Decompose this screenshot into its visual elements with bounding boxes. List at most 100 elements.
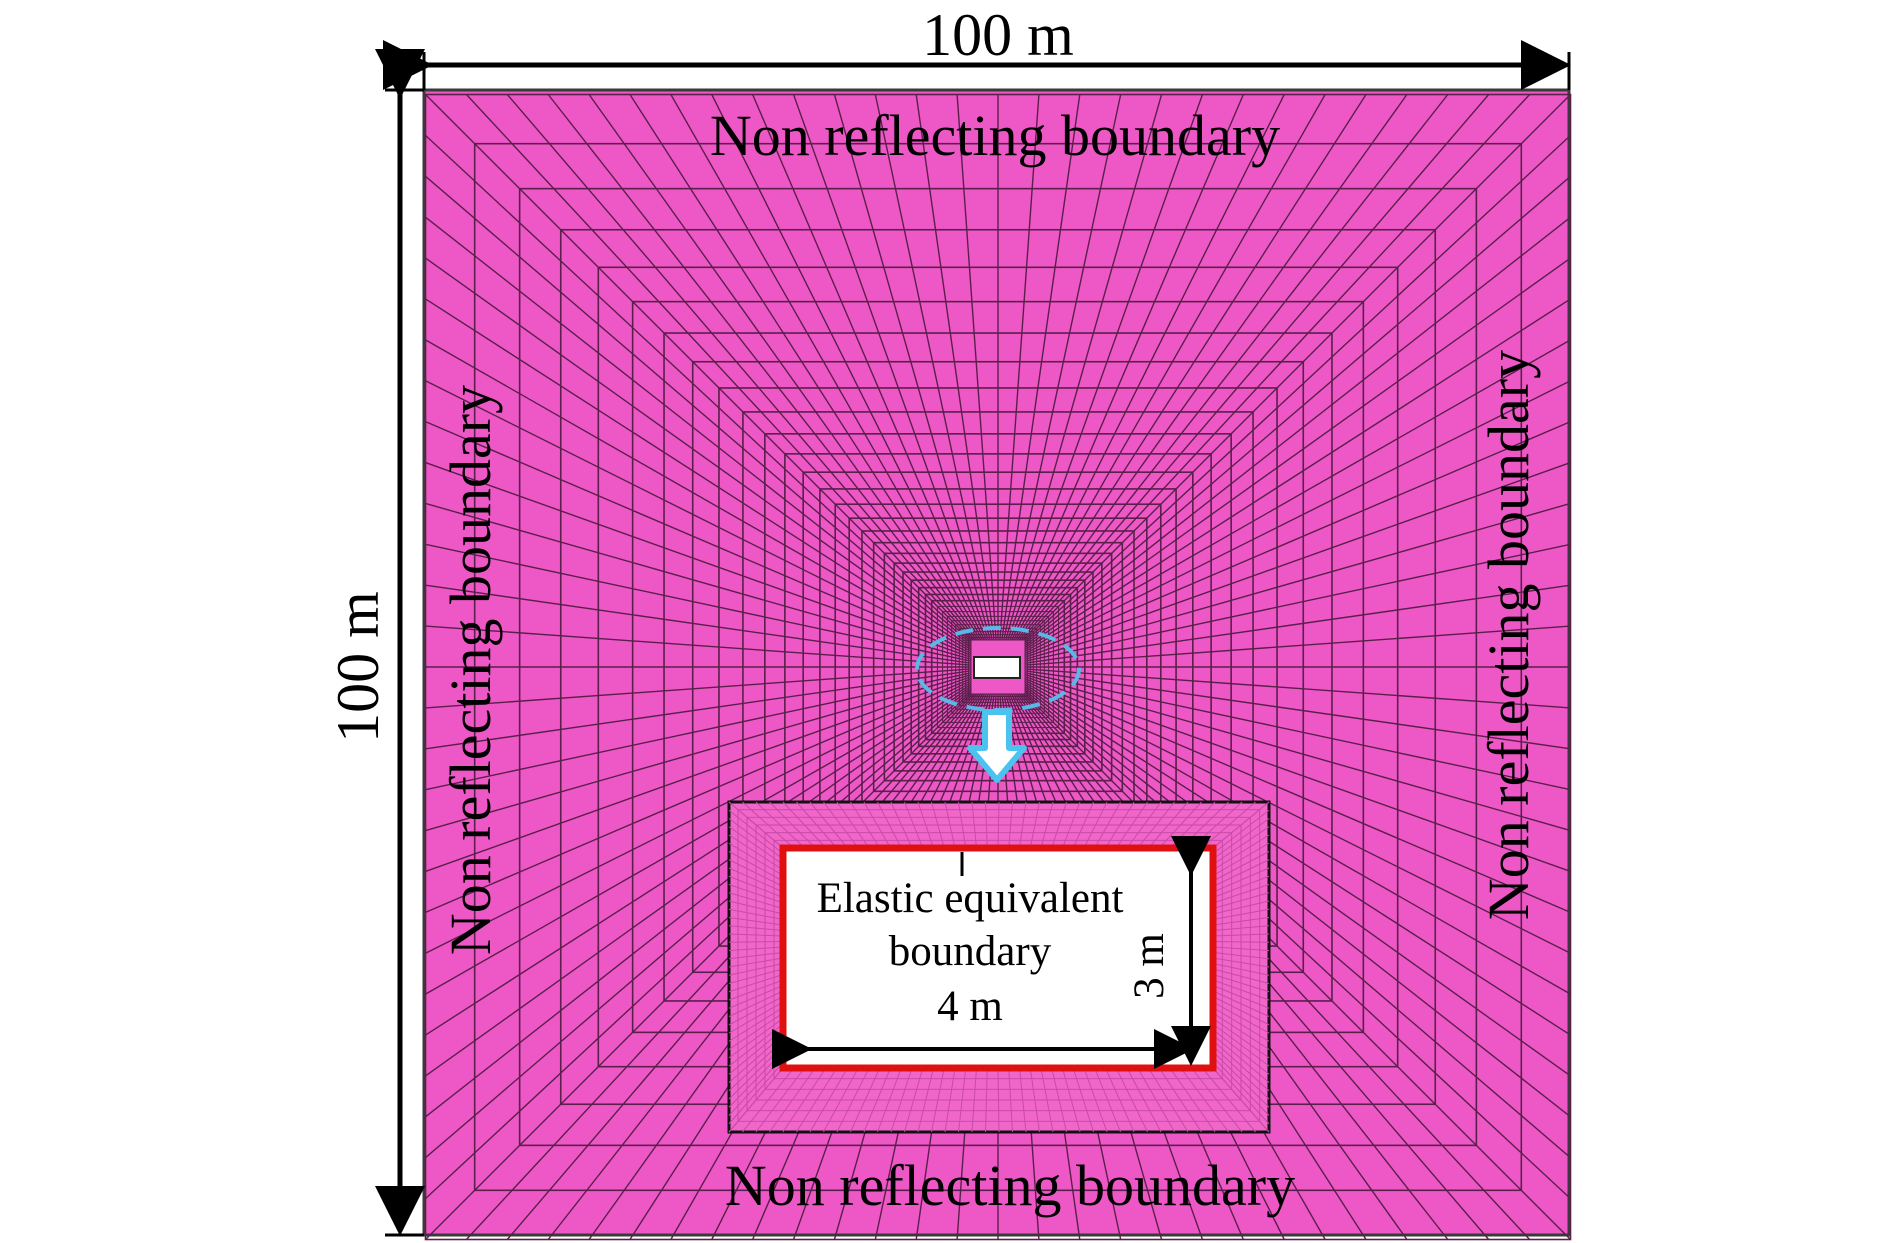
mesh-ray — [1024, 543, 1571, 662]
mesh-ray — [465, 94, 974, 641]
boundary-label-bottom: Non reflecting boundary — [725, 1153, 1295, 1218]
mesh-ray — [956, 94, 997, 641]
mesh-ray — [1008, 94, 1245, 641]
mesh-ray — [1024, 689, 1571, 1159]
boundary-label-right: Non reflecting boundary — [1476, 350, 1541, 920]
inset-mesh — [728, 801, 1270, 1133]
mesh-ray — [833, 94, 991, 641]
mesh-ray — [1001, 94, 1081, 641]
inset-view: Elastic equivalent boundary 4 m 3 m — [727, 800, 1271, 1134]
inset-width-label: 4 m — [937, 983, 1003, 1030]
mesh-ray — [1024, 675, 1571, 873]
mesh-ray — [425, 134, 972, 643]
mesh-ray — [425, 693, 972, 1240]
mesh-ray — [547, 94, 978, 641]
mesh-ray — [1024, 672, 1571, 791]
mesh-ray — [1024, 681, 1571, 995]
mesh-ray — [1024, 216, 1571, 647]
mesh-ray — [425, 687, 972, 1118]
mesh-ray — [425, 668, 972, 709]
mesh-ray — [1014, 94, 1367, 641]
inset-label-line2: boundary — [889, 928, 1052, 975]
mesh-ray — [1024, 683, 1571, 1036]
mesh-ray — [792, 94, 990, 641]
mesh-ray — [1024, 502, 1571, 660]
mesh-ray — [711, 94, 986, 641]
mesh-ray — [1024, 677, 1571, 914]
mesh-ray — [425, 502, 972, 660]
mesh-ray — [1024, 625, 1571, 666]
mesh-ray — [874, 94, 993, 641]
mesh-ray — [425, 420, 972, 657]
zoom-arrow — [967, 709, 1027, 783]
mesh-ray — [1024, 420, 1571, 657]
inset-mesh-ring — [746, 816, 1251, 1112]
mesh-ray — [1024, 584, 1571, 664]
mesh-ray — [425, 683, 972, 1036]
mesh-ray — [1024, 94, 1571, 641]
mesh-ray — [588, 94, 980, 641]
mesh-ray — [425, 672, 972, 791]
mesh-ray — [425, 675, 972, 873]
mesh-ray — [425, 216, 972, 647]
mesh-ray — [1018, 94, 1449, 641]
mesh-ray — [1024, 461, 1571, 659]
mesh-ray — [1024, 691, 1571, 1200]
mesh-ray — [1022, 94, 1531, 641]
mesh-ray — [425, 175, 972, 645]
mesh-ray — [425, 681, 972, 995]
mesh-ray — [425, 94, 972, 641]
mesh-ray — [1024, 670, 1571, 750]
mesh-ray — [1020, 94, 1490, 641]
mesh-ray — [1005, 94, 1163, 641]
mesh-ray — [425, 679, 972, 954]
mesh-ray — [915, 94, 995, 641]
height-label: 100 m — [325, 591, 391, 743]
mesh-ray — [1024, 685, 1571, 1077]
mesh-ray — [425, 461, 972, 659]
mesh-ray — [1024, 298, 1571, 651]
mesh-ray — [629, 94, 982, 641]
mesh-ray — [425, 543, 972, 662]
boundary-label-top: Non reflecting boundary — [710, 103, 1280, 168]
mesh-ray — [1024, 693, 1571, 1240]
mesh-ray — [1024, 687, 1571, 1118]
mesh-ray — [425, 625, 972, 666]
mesh-ray — [1024, 679, 1571, 954]
mesh-ray — [1024, 175, 1571, 645]
mesh-ray — [506, 94, 976, 641]
width-label: 100 m — [922, 2, 1074, 68]
inset-mesh-ring — [755, 824, 1242, 1101]
mesh-ray — [1006, 94, 1204, 641]
inset-mesh-ring — [737, 809, 1261, 1122]
mesh-ray — [1024, 674, 1571, 832]
inset-label-line1: Elastic equivalent — [817, 875, 1124, 922]
mesh-ray — [1003, 94, 1122, 641]
inset-height-label: 3 m — [1126, 933, 1173, 999]
inset-mesh-ring — [773, 839, 1223, 1080]
mesh-ray — [751, 94, 988, 641]
mesh-ray — [1024, 668, 1571, 709]
mesh-ray — [425, 670, 972, 750]
mesh-ray — [425, 685, 972, 1077]
mesh-ray — [425, 674, 972, 832]
mesh-ray — [425, 677, 972, 914]
mesh-ray — [465, 693, 974, 1240]
mesh-ray — [425, 689, 972, 1159]
boundary-label-left: Non reflecting boundary — [438, 385, 503, 955]
tunnel-opening — [973, 656, 1021, 679]
mesh-ray — [425, 691, 972, 1200]
mesh-ray — [1024, 339, 1571, 653]
mesh-ray — [425, 298, 972, 651]
mesh-ray — [1012, 94, 1326, 641]
mesh-ray — [1010, 94, 1285, 641]
mesh-ray — [1024, 134, 1571, 643]
mesh-ray — [1016, 94, 1408, 641]
mesh-ray — [425, 380, 972, 655]
mesh-ray — [1024, 257, 1571, 649]
inset-mesh-ring — [764, 832, 1233, 1090]
mesh-ray — [425, 584, 972, 664]
mesh-ray — [1024, 380, 1571, 655]
mesh-ray — [425, 257, 972, 649]
